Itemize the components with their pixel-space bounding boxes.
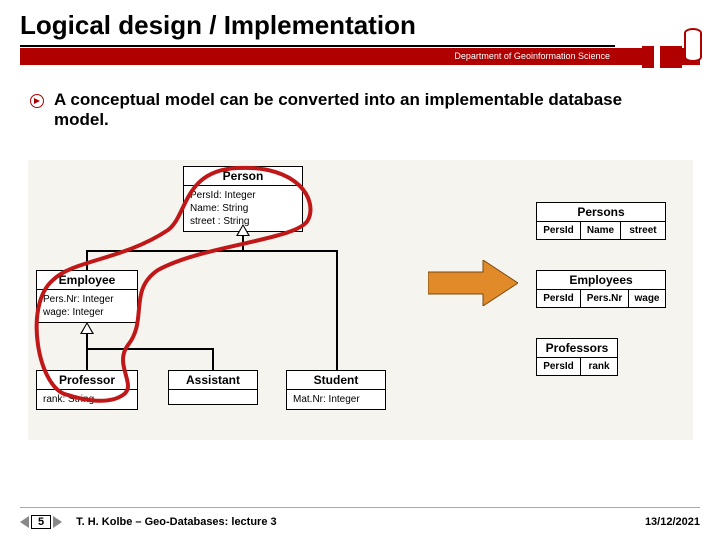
uml-class-attrs [169, 390, 257, 404]
uml-edge [86, 250, 88, 270]
bullet-item: A conceptual model can be converted into… [30, 90, 680, 130]
footer: 5 T. H. Kolbe – Geo-Databases: lecture 3… [20, 512, 700, 532]
slide-title: Logical design / Implementation [20, 10, 416, 41]
uml-edge [86, 250, 338, 252]
uml-class-name: Professor [37, 371, 137, 390]
uml-class-attrs: Mat.Nr: Integer [287, 390, 385, 409]
table-persons: Persons PersId Name street [536, 202, 666, 240]
uml-edge [212, 348, 214, 370]
generalization-arrow-icon [236, 224, 250, 236]
uml-edge [336, 250, 338, 370]
bullet-icon [30, 94, 44, 108]
department-bar: Department of Geoinformation Science [20, 48, 700, 65]
table-name: Employees [537, 271, 665, 290]
uml-class-professor: Professor rank: String [36, 370, 138, 410]
table-employees: Employees PersId Pers.Nr wage [536, 270, 666, 308]
table-professors: Professors PersId rank [536, 338, 618, 376]
tu-berlin-logo [642, 28, 702, 68]
table-columns: PersId Name street [537, 222, 665, 239]
uml-edge [86, 348, 88, 370]
uml-edge [86, 348, 214, 350]
uml-class-name: Person [184, 167, 302, 186]
uml-class-person: Person PersId: Integer Name: String stre… [183, 166, 303, 232]
footer-date: 13/12/2021 [645, 516, 700, 528]
table-columns: PersId rank [537, 358, 617, 375]
page-number: 5 [31, 515, 51, 529]
diagram-area: Person PersId: Integer Name: String stre… [28, 160, 693, 440]
generalization-arrow-icon [80, 322, 94, 334]
uml-class-student: Student Mat.Nr: Integer [286, 370, 386, 410]
footer-author: T. H. Kolbe – Geo-Databases: lecture 3 [76, 516, 277, 528]
bullet-text: A conceptual model can be converted into… [54, 90, 680, 130]
prev-slide-icon[interactable] [20, 516, 29, 528]
next-slide-icon[interactable] [53, 516, 62, 528]
uml-class-assistant: Assistant [168, 370, 258, 405]
uml-class-name: Assistant [169, 371, 257, 390]
uml-class-name: Employee [37, 271, 137, 290]
uml-edge [242, 236, 244, 250]
table-name: Professors [537, 339, 617, 358]
uml-class-attrs: Pers.Nr: Integer wage: Integer [37, 290, 137, 322]
uml-class-name: Student [287, 371, 385, 390]
uml-class-attrs: rank: String [37, 390, 137, 409]
table-name: Persons [537, 203, 665, 222]
transform-arrow-icon [428, 260, 518, 306]
title-rule [20, 45, 615, 47]
uml-class-employee: Employee Pers.Nr: Integer wage: Integer [36, 270, 138, 323]
uml-edge [86, 334, 88, 348]
table-columns: PersId Pers.Nr wage [537, 290, 665, 307]
footer-rule [20, 507, 700, 508]
